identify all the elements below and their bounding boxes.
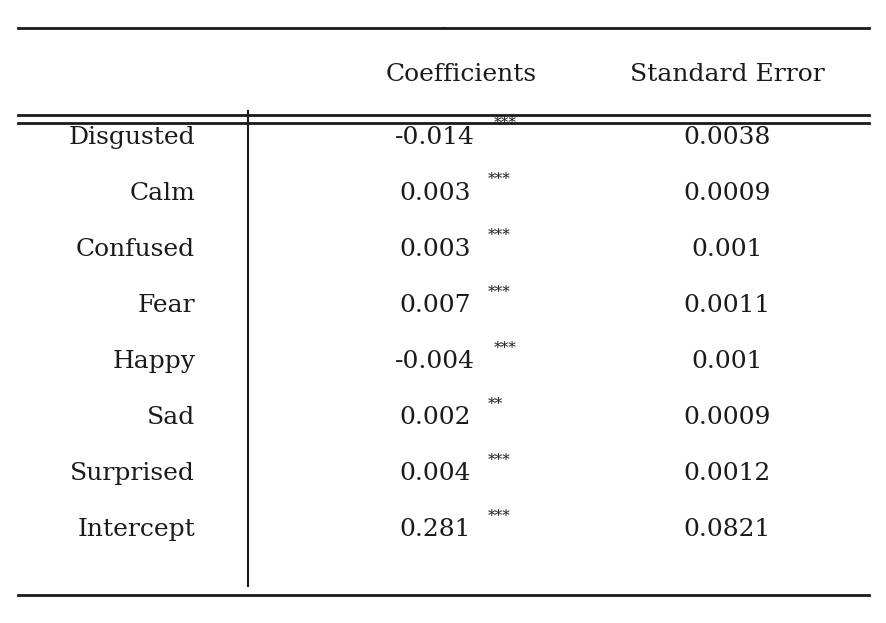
Text: 0.001: 0.001 [691, 238, 762, 260]
Text: **: ** [487, 397, 502, 411]
Text: -0.014: -0.014 [394, 126, 474, 148]
Text: 0.0038: 0.0038 [683, 126, 770, 148]
Text: 0.003: 0.003 [399, 182, 470, 204]
Text: Standard Error: Standard Error [629, 64, 824, 86]
Text: ***: *** [494, 341, 517, 354]
Text: Coefficients: Coefficients [385, 64, 536, 86]
Text: ***: *** [487, 173, 510, 186]
Text: ***: *** [487, 229, 510, 242]
Text: Sad: Sad [147, 406, 195, 429]
Text: Happy: Happy [112, 350, 195, 373]
Text: 0.002: 0.002 [399, 406, 470, 429]
Text: 0.0009: 0.0009 [683, 406, 770, 429]
Text: 0.004: 0.004 [399, 462, 470, 485]
Text: 0.0009: 0.0009 [683, 182, 770, 204]
Text: Surprised: Surprised [70, 462, 195, 485]
Text: ***: *** [487, 285, 510, 298]
Text: 0.007: 0.007 [399, 294, 470, 316]
Text: 0.0012: 0.0012 [683, 462, 770, 485]
Text: Disgusted: Disgusted [68, 126, 195, 148]
Text: Fear: Fear [137, 294, 195, 316]
Text: 0.001: 0.001 [691, 350, 762, 373]
Text: 0.003: 0.003 [399, 238, 470, 260]
Text: ***: *** [487, 509, 510, 523]
Text: 0.281: 0.281 [399, 518, 470, 541]
Text: -0.004: -0.004 [394, 350, 474, 373]
Text: 0.0011: 0.0011 [683, 294, 770, 316]
Text: Calm: Calm [129, 182, 195, 204]
Text: Intercept: Intercept [77, 518, 195, 541]
Text: ***: *** [494, 117, 517, 130]
Text: -: - [439, 19, 447, 37]
Text: Confused: Confused [76, 238, 195, 260]
Text: 0.0821: 0.0821 [683, 518, 770, 541]
Text: ***: *** [487, 453, 510, 467]
